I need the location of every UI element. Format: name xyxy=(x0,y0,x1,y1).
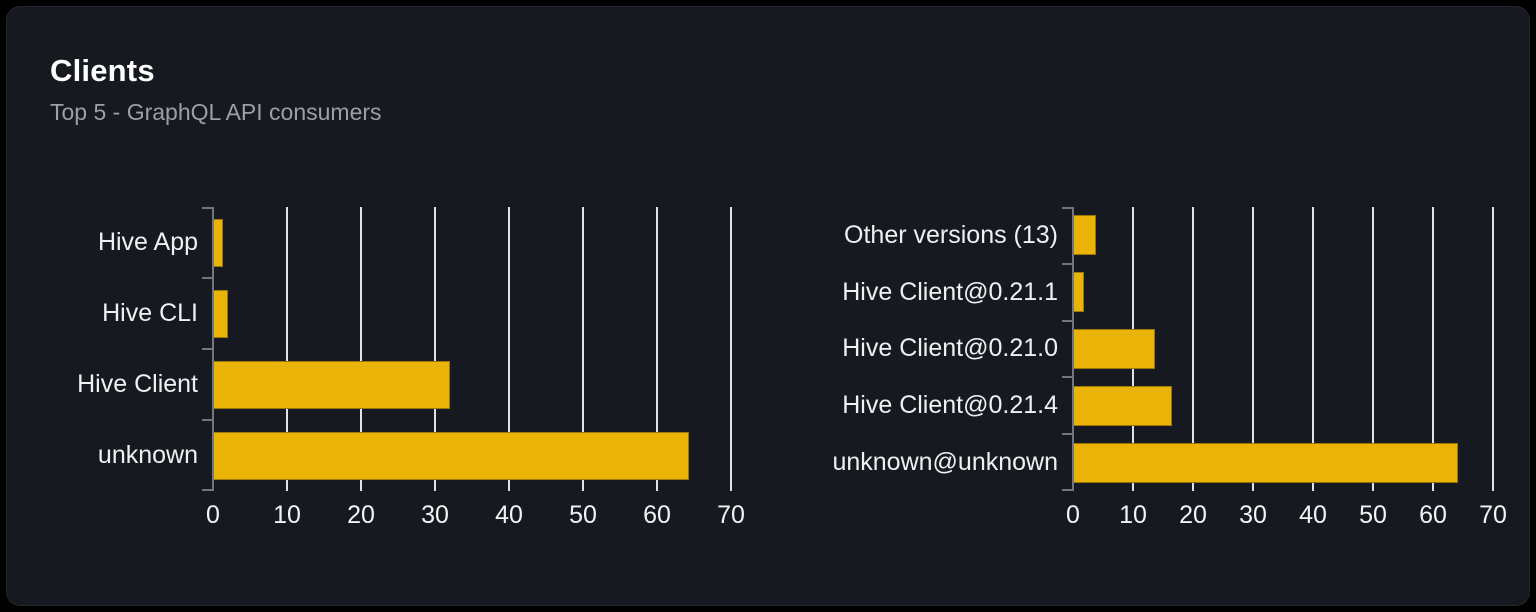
x-tick-label-60: 60 xyxy=(1419,501,1447,529)
x-tick-label-70: 70 xyxy=(717,501,745,529)
card-subtitle: Top 5 - GraphQL API consumers xyxy=(50,99,382,125)
gridline-40 xyxy=(1312,207,1314,491)
category-label-unknown: unknown xyxy=(97,441,198,469)
x-tick-label-70: 70 xyxy=(1479,501,1507,529)
bar-hive-client-0-21-1[interactable] xyxy=(1073,272,1084,313)
y-axis-tick xyxy=(1062,207,1072,209)
x-tick-label-50: 50 xyxy=(1359,501,1387,529)
category-label-hive-cli: Hive CLI xyxy=(102,299,198,327)
gridline-30 xyxy=(1252,207,1254,491)
bar-hive-client[interactable] xyxy=(213,360,450,409)
plot-area[interactable] xyxy=(202,207,753,491)
y-axis-tick xyxy=(202,489,212,491)
band-hive-client-0-21-0 xyxy=(1073,321,1508,378)
category-label-hive-client-0-21-4: Hive Client@0.21.4 xyxy=(842,391,1058,420)
y-axis-tick xyxy=(202,348,212,350)
gridline-20 xyxy=(1192,207,1194,491)
category-axis-labels: Other versions (13) Hive Client@0.21.1 Hiv… xyxy=(832,207,1073,491)
y-axis-tick xyxy=(1062,433,1072,436)
x-tick-label-40: 40 xyxy=(495,501,523,529)
bar-unknown-unknown[interactable] xyxy=(1073,442,1459,483)
category-axis-labels: Hive App Hive CLI Hive Client unknown xyxy=(43,207,213,491)
gridline-60 xyxy=(1432,207,1434,491)
category-label-hive-client: Hive Client xyxy=(77,370,198,398)
y-axis-line xyxy=(212,207,214,491)
band-unknown-unknown xyxy=(1073,434,1508,491)
x-tick-label-40: 40 xyxy=(1299,501,1327,529)
band-hive-cli xyxy=(213,278,753,349)
gridline-20 xyxy=(360,207,362,491)
plot-area-wrap: 0 10 20 30 40 50 60 70 xyxy=(202,207,753,537)
y-axis-line xyxy=(1072,207,1074,491)
band-hive-app xyxy=(213,207,753,278)
plot-area-wrap: 0 10 20 30 40 50 60 70 xyxy=(1062,207,1508,537)
x-tick-label-50: 50 xyxy=(569,501,597,529)
bar-hive-app[interactable] xyxy=(213,218,223,267)
category-label-hive-client-0-21-0: Hive Client@0.21.0 xyxy=(842,334,1058,363)
y-axis-tick xyxy=(202,277,212,279)
x-tick-label-30: 30 xyxy=(421,501,449,529)
band-unknown xyxy=(213,420,753,491)
category-label-unknown-unknown: unknown@unknown xyxy=(832,448,1058,477)
gridline-70 xyxy=(1492,207,1494,491)
gridline-40 xyxy=(508,207,510,491)
clients-card: Clients Top 5 - GraphQL API consumers xyxy=(6,6,1530,606)
x-tick-label-30: 30 xyxy=(1239,501,1267,529)
band-other-versions-13 xyxy=(1073,207,1508,264)
x-tick-label-10: 10 xyxy=(273,501,301,529)
x-axis-tick-labels: 0 10 20 30 40 50 60 70 xyxy=(206,501,753,537)
x-tick-label-20: 20 xyxy=(1179,501,1207,529)
x-tick-label-10: 10 xyxy=(1119,501,1147,529)
category-label-hive-client-0-21-1: Hive Client@0.21.1 xyxy=(842,277,1058,306)
x-tick-label-0: 0 xyxy=(1066,501,1080,529)
y-axis-tick xyxy=(202,207,212,209)
gridline-30 xyxy=(434,207,436,491)
category-label-hive-app: Hive App xyxy=(97,228,198,256)
band-hive-client xyxy=(213,349,753,420)
bar-unknown[interactable] xyxy=(213,431,689,480)
gridline-10 xyxy=(286,207,288,491)
y-axis-tick xyxy=(1062,262,1072,265)
y-axis-tick xyxy=(1062,376,1072,379)
x-axis-tick-labels: 0 10 20 30 40 50 60 70 xyxy=(1066,501,1508,537)
bar-hive-client-0-21-4[interactable] xyxy=(1073,385,1172,426)
card-title: Clients xyxy=(50,53,155,88)
band-hive-client-0-21-4 xyxy=(1073,377,1508,434)
band-hive-client-0-21-1 xyxy=(1073,264,1508,321)
gridline-50 xyxy=(582,207,584,491)
gridline-50 xyxy=(1372,207,1374,491)
plot-area[interactable] xyxy=(1062,207,1508,491)
bar-other-versions-13[interactable] xyxy=(1073,215,1096,256)
clients-by-version-chart: Other versions (13) Hive Client@0.21.1 Hiv… xyxy=(832,207,1508,537)
x-tick-label-0: 0 xyxy=(206,501,220,529)
bar-hive-cli[interactable] xyxy=(213,289,228,338)
gridline-70 xyxy=(730,207,732,491)
y-axis-tick xyxy=(1062,319,1072,322)
clients-by-name-chart: Hive App Hive CLI Hive Client unknown 0 10 20… xyxy=(43,207,753,537)
x-tick-label-60: 60 xyxy=(643,501,671,529)
gridline-60 xyxy=(656,207,658,491)
y-axis-tick xyxy=(1062,489,1072,491)
x-tick-label-20: 20 xyxy=(347,501,375,529)
bar-hive-client-0-21-0[interactable] xyxy=(1073,328,1156,369)
category-label-other-versions-13: Other versions (13) xyxy=(844,220,1058,249)
y-axis-tick xyxy=(202,419,212,421)
